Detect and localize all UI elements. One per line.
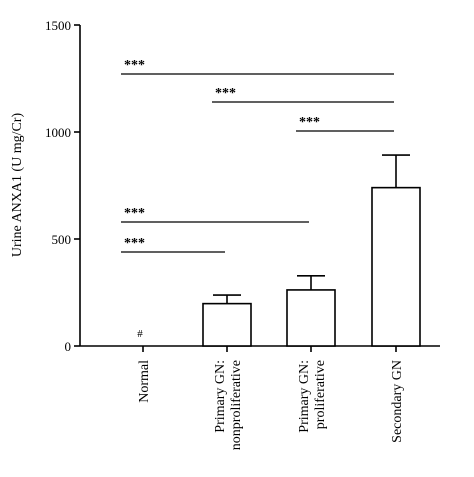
bar: [202, 302, 252, 347]
significance-label: ***: [124, 236, 145, 251]
bars: [202, 186, 421, 347]
significance-marker: #: [137, 328, 143, 340]
x-tick-label-line: Normal: [137, 360, 152, 403]
significance-brackets: # *** *** *** *** ***: [121, 58, 394, 340]
significance-label: ***: [299, 115, 320, 130]
x-tick-label-line: Primary GN:: [213, 360, 228, 433]
x-tick-label-line: Primary GN:: [297, 360, 312, 433]
x-tick-label-line: nonproliferative: [229, 360, 244, 450]
y-tick-label: 0: [65, 339, 72, 354]
x-tick-label: Primary GN:proliferative: [297, 360, 328, 433]
x-tick-labels: Normal Primary GN:nonproliferative Primary…: [137, 346, 405, 450]
y-tick-label: 1500: [45, 18, 71, 33]
y-ticks: 0 500 1000 1500: [45, 18, 80, 354]
y-tick-label: 1000: [45, 125, 71, 140]
x-tick-label-line: proliferative: [313, 360, 328, 429]
y-tick-label: 500: [52, 232, 72, 247]
significance-label: ***: [215, 86, 236, 101]
significance-label: ***: [124, 58, 145, 73]
bar: [371, 186, 421, 347]
y-axis-label: Urine ANXA1 (U mg/Cr): [10, 113, 25, 258]
significance-label: ***: [124, 206, 145, 221]
x-tick-label: Primary GN:nonproliferative: [213, 360, 244, 450]
error-bars: [213, 154, 410, 304]
x-tick-label-line: Secondary GN: [390, 360, 405, 443]
x-tick-label: Secondary GN: [390, 360, 405, 443]
bar: [286, 289, 336, 347]
x-tick-label: Normal: [137, 360, 152, 403]
